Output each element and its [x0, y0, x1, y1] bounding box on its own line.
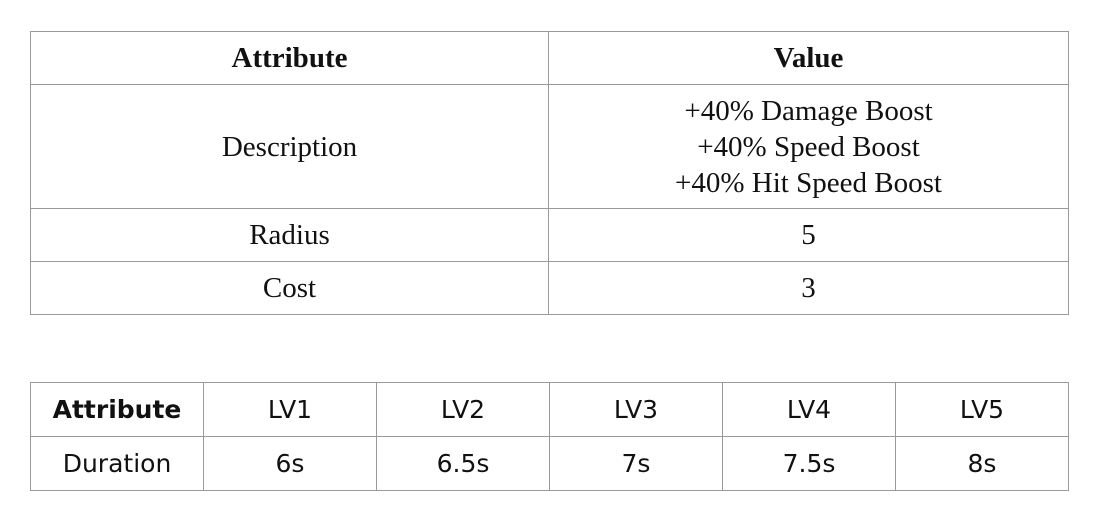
table-row: Radius 5 — [30, 208, 1069, 262]
description-line: +40% Speed Boost — [697, 130, 920, 163]
cost-label: Cost — [30, 261, 549, 315]
duration-value: 7s — [549, 436, 723, 491]
description-line: +40% Hit Speed Boost — [675, 166, 942, 199]
header-value: Value — [548, 31, 1069, 85]
table-row: Description +40% Damage Boost +40% Speed… — [30, 84, 1069, 209]
attribute-value-table: Attribute Value Description +40% Damage … — [30, 31, 1069, 315]
table-row: Cost 3 — [30, 261, 1069, 315]
duration-value: 7.5s — [722, 436, 896, 491]
header-level: LV3 — [549, 382, 723, 437]
radius-value: 5 — [548, 208, 1069, 262]
header-level: LV1 — [203, 382, 377, 437]
duration-value: 6s — [203, 436, 377, 491]
description-line: +40% Damage Boost — [684, 94, 933, 127]
table-header-row: Attribute LV1 LV2 LV3 LV4 LV5 — [30, 382, 1069, 437]
table-header-row: Attribute Value — [30, 31, 1069, 85]
header-attribute: Attribute — [30, 382, 204, 437]
description-value: +40% Damage Boost +40% Speed Boost +40% … — [548, 84, 1069, 209]
table-row: Duration 6s 6.5s 7s 7.5s 8s — [30, 436, 1069, 491]
header-level: LV4 — [722, 382, 896, 437]
header-attribute: Attribute — [30, 31, 549, 85]
level-table: Attribute LV1 LV2 LV3 LV4 LV5 Duration 6… — [30, 382, 1069, 491]
header-level: LV2 — [376, 382, 550, 437]
header-level: LV5 — [895, 382, 1069, 437]
description-label: Description — [30, 84, 549, 209]
duration-value: 8s — [895, 436, 1069, 491]
radius-label: Radius — [30, 208, 549, 262]
duration-label: Duration — [30, 436, 204, 491]
cost-value: 3 — [548, 261, 1069, 315]
duration-value: 6.5s — [376, 436, 550, 491]
